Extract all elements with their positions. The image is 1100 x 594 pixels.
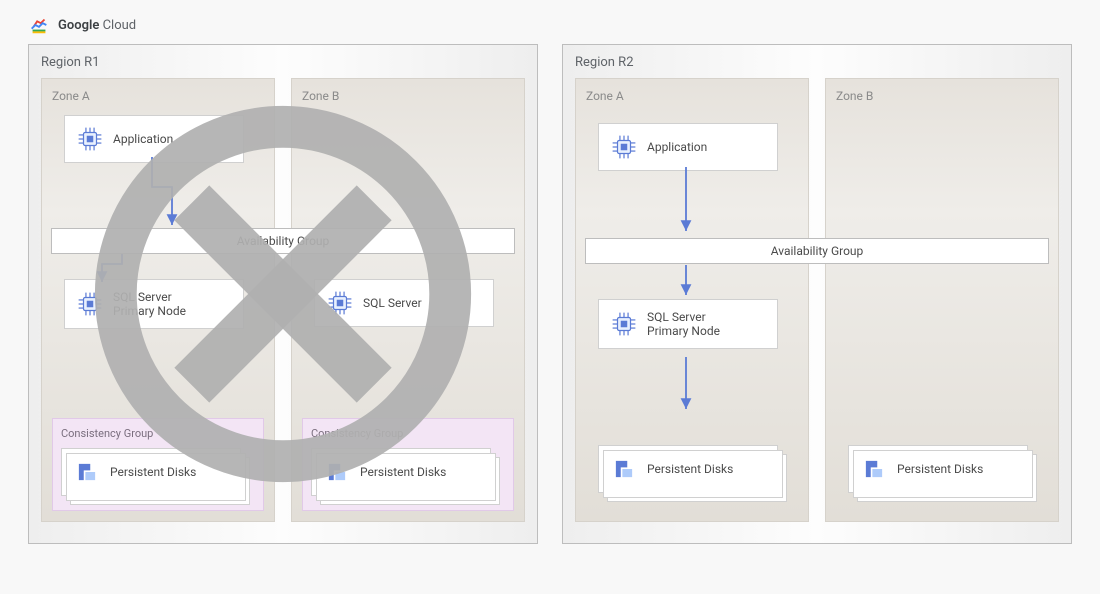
brand-bold: Google bbox=[58, 18, 99, 33]
zone-title: Zone B bbox=[302, 89, 514, 103]
header: Google Cloud bbox=[0, 0, 1100, 44]
node-label: Application bbox=[647, 140, 707, 154]
node-label: SQL Server Primary Node bbox=[113, 290, 186, 318]
google-cloud-logo-icon bbox=[28, 14, 50, 36]
node-label: SQL Server Primary Node bbox=[647, 310, 720, 338]
region-r1: Region R1 Availability Group Zone A bbox=[28, 44, 538, 544]
consistency-group-title: Consistency Group bbox=[311, 427, 505, 440]
node-label: Persistent Disks bbox=[647, 462, 733, 476]
zones-row-r2: Availability Group Zone A bbox=[575, 78, 1059, 522]
zone-r2-b: Zone B Persistent Disks bbox=[825, 78, 1059, 522]
zone-r2-a: Zone A Application bbox=[575, 78, 809, 522]
node-sqlserver: SQL Server bbox=[314, 279, 494, 327]
zone-title: Zone A bbox=[586, 89, 798, 103]
node-label: SQL Server bbox=[363, 296, 422, 310]
arrow-app-to-ag bbox=[142, 157, 182, 237]
compute-icon bbox=[77, 291, 103, 317]
availability-group-label: Availability Group bbox=[237, 234, 330, 248]
arrow-sql-to-pd bbox=[676, 357, 706, 417]
availability-group-bar: Availability Group bbox=[585, 238, 1049, 264]
node-persistent-disks: Persistent Disks bbox=[61, 448, 241, 496]
zone-r1-a: Zone A Application bbox=[41, 78, 275, 522]
consistency-group: Consistency Group Persistent Disks bbox=[52, 418, 264, 511]
consistency-group-title: Consistency Group bbox=[61, 427, 255, 440]
zone-title: Zone B bbox=[836, 89, 1048, 103]
disk-icon bbox=[324, 459, 350, 485]
pd-box: Persistent Disks bbox=[590, 437, 794, 507]
node-persistent-disks: Persistent Disks bbox=[598, 445, 778, 493]
compute-icon bbox=[611, 134, 637, 160]
arrow-app-to-ag bbox=[676, 167, 706, 242]
consistency-group: Consistency Group Persistent Disks bbox=[302, 418, 514, 511]
brand-text: Google Cloud bbox=[58, 18, 136, 33]
disk-icon bbox=[861, 456, 887, 482]
node-label: Persistent Disks bbox=[360, 465, 446, 479]
region-title: Region R1 bbox=[41, 55, 525, 70]
node-application: Application bbox=[598, 123, 778, 171]
node-label: Persistent Disks bbox=[897, 462, 983, 476]
node-label: Application bbox=[113, 132, 173, 146]
regions-row: Region R1 Availability Group Zone A bbox=[0, 44, 1100, 544]
disk-icon bbox=[74, 459, 100, 485]
node-sqlserver-primary: SQL Server Primary Node bbox=[64, 279, 244, 329]
availability-group-bar: Availability Group bbox=[51, 228, 515, 254]
node-persistent-disks: Persistent Disks bbox=[311, 448, 491, 496]
region-r2: Region R2 Availability Group Zone A bbox=[562, 44, 1072, 544]
zones-row-r1: Availability Group Zone A bbox=[41, 78, 525, 522]
node-sqlserver-primary: SQL Server Primary Node bbox=[598, 299, 778, 349]
compute-icon bbox=[327, 290, 353, 316]
brand-light: Cloud bbox=[103, 18, 137, 33]
region-title: Region R2 bbox=[575, 55, 1059, 70]
zone-title: Zone A bbox=[52, 89, 264, 103]
node-application: Application bbox=[64, 115, 244, 163]
node-label: Persistent Disks bbox=[110, 465, 196, 479]
zone-r1-b: Zone B SQL Server bbox=[291, 78, 525, 522]
pd-box: Persistent Disks bbox=[840, 437, 1044, 507]
compute-icon bbox=[611, 311, 637, 337]
disk-icon bbox=[611, 456, 637, 482]
availability-group-label: Availability Group bbox=[771, 244, 864, 258]
compute-icon bbox=[77, 126, 103, 152]
node-persistent-disks: Persistent Disks bbox=[848, 445, 1028, 493]
